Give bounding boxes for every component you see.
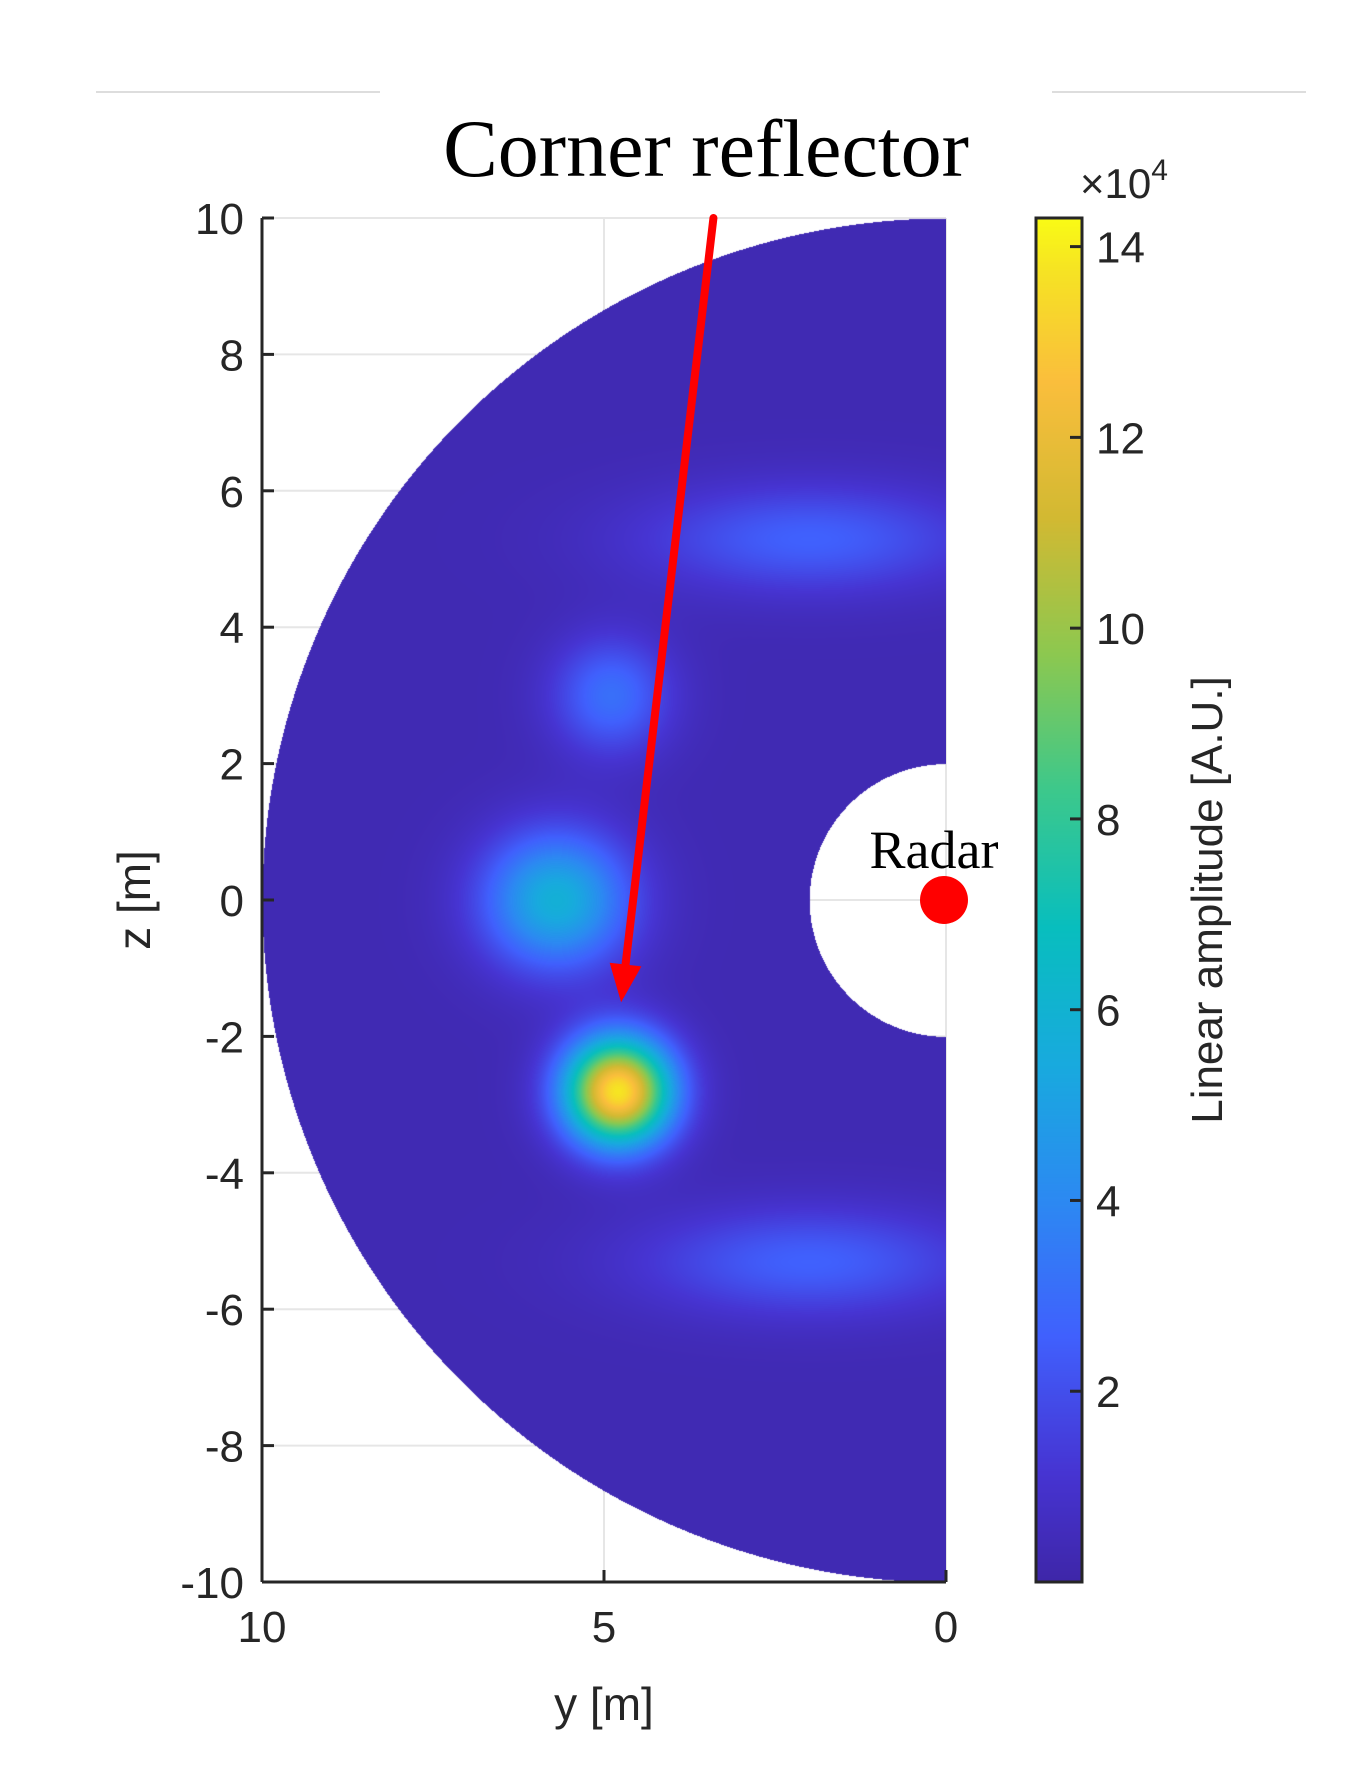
y-ticks: 10 8 6 4 2 0 -2 -4 -6 -8 -10 [180,195,274,1608]
colorbar-ticks: 2 4 6 8 10 12 14 [1070,224,1145,1417]
colorbar-tick-label: 6 [1096,987,1120,1036]
x-tick-label: 10 [238,1603,287,1652]
y-tick-label: 0 [220,877,244,926]
y-tick-label: -6 [205,1286,244,1335]
plot-area: 10 8 6 4 2 0 -2 -4 -6 -8 -10 10 5 0 [180,195,958,1652]
colorbar-tick-label: 14 [1096,224,1145,273]
colorbar-exponent-power: 4 [1151,154,1168,187]
colorbar-tick-label: 10 [1096,605,1145,654]
heatmap [262,218,946,1582]
colorbar-tick-label: 2 [1096,1368,1120,1417]
y-tick-label: -8 [205,1423,244,1472]
x-tick-label: 0 [934,1603,958,1652]
y-tick-label: 8 [220,331,244,380]
annotations: Corner reflector Radar [443,103,999,1003]
y-tick-label: 6 [220,468,244,517]
colorbar-tick-label: 4 [1096,1177,1120,1226]
colorbar-frame [1034,216,1084,1584]
target-label: Corner reflector [443,103,969,194]
radar-label: Radar [870,820,999,880]
y-tick-label: 4 [220,604,244,653]
y-tick-label: -10 [180,1559,244,1608]
colorbar-gradient [1036,218,1082,1582]
y-tick-label: -4 [205,1150,244,1199]
x-ticks: 10 5 0 [238,1570,958,1652]
colorbar-tick-label: 12 [1096,414,1145,463]
x-axis-label: y [m] [554,1678,654,1730]
target-arrow [621,214,718,969]
y-tick-label: 10 [195,195,244,244]
target-arrow-head [609,962,642,1003]
x-tick-label: 5 [592,1603,616,1652]
radar-marker [920,876,968,924]
y-tick-label: -2 [205,1013,244,1062]
colorbar-exponent: ×104 [1080,154,1168,207]
colorbar-tick-label: 8 [1096,796,1120,845]
y-tick-label: 2 [220,741,244,790]
colorbar-label: Linear amplitude [A.U.] [1183,676,1232,1124]
y-axis-label: z [m] [108,850,160,950]
colorbar-exponent-base: ×10 [1080,160,1151,207]
